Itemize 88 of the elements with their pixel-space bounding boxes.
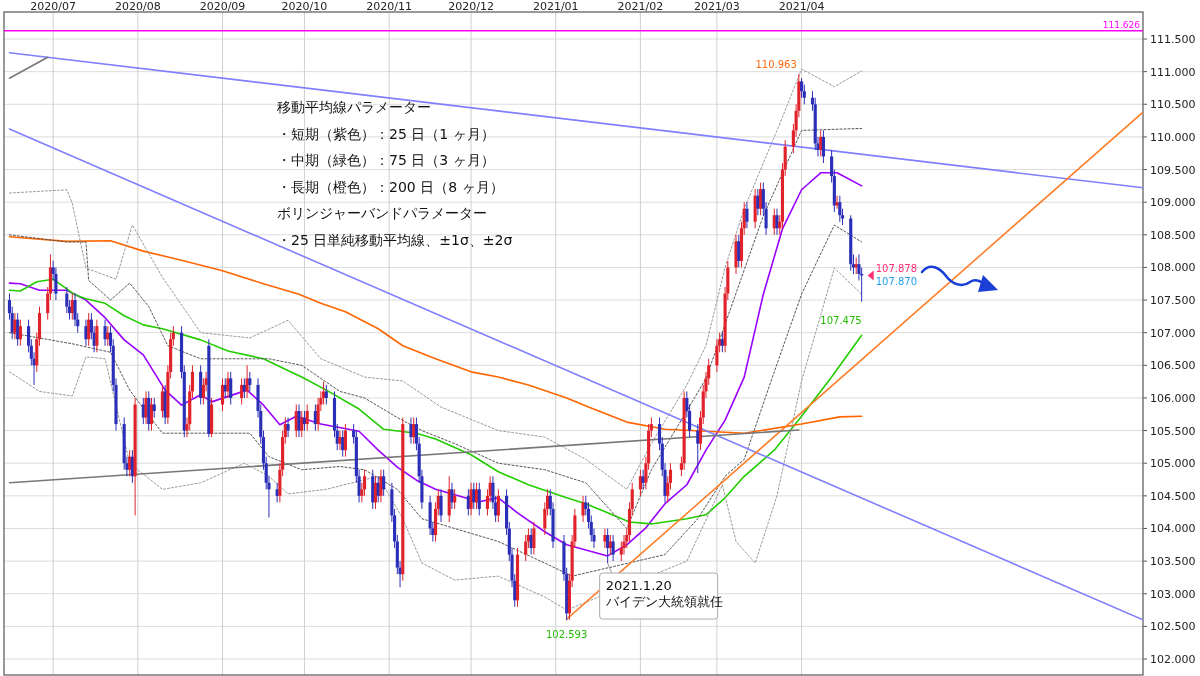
candlestick bbox=[13, 312, 17, 340]
x-tick-label: 2021/03 bbox=[694, 0, 740, 13]
x-tick-label: 2020/07 bbox=[30, 0, 77, 13]
line-series bbox=[8, 172, 863, 557]
candlestick bbox=[152, 397, 156, 419]
candlestick bbox=[313, 403, 317, 432]
annotation: 102.593 bbox=[545, 629, 588, 641]
candlestick bbox=[229, 371, 233, 405]
annotation: 2021.1.20 バイデン大統領就任 bbox=[604, 578, 723, 610]
y-tick-label: 111.000 bbox=[1150, 65, 1196, 79]
x-tick-label: 2021/04 bbox=[778, 0, 825, 13]
y-tick-label: 104.500 bbox=[1150, 489, 1196, 503]
annotation: 107.878 bbox=[875, 263, 918, 275]
candlestick bbox=[581, 495, 585, 523]
candlestick bbox=[745, 201, 749, 229]
candlestick bbox=[16, 312, 20, 347]
x-tick-label: 2021/01 bbox=[532, 0, 579, 13]
candlestick bbox=[84, 319, 88, 347]
annotation: 107.870 bbox=[875, 275, 918, 287]
ref-line-label: 111.626 bbox=[1102, 19, 1141, 30]
y-tick-label: 108.000 bbox=[1150, 261, 1196, 275]
candlestick bbox=[838, 195, 842, 223]
x-tick-label: 2021/02 bbox=[617, 0, 664, 13]
y-tick-label: 106.000 bbox=[1150, 391, 1196, 405]
candlestick bbox=[106, 325, 110, 347]
candlestick bbox=[453, 488, 457, 510]
candlestick bbox=[248, 371, 252, 392]
candlestick bbox=[343, 423, 347, 458]
candlestick bbox=[737, 234, 741, 268]
candlestick bbox=[286, 417, 290, 438]
y-tick-label: 106.500 bbox=[1150, 359, 1196, 373]
y-tick-label: 111.500 bbox=[1150, 33, 1196, 47]
line-series bbox=[8, 68, 863, 490]
y-tick-label: 108.500 bbox=[1150, 228, 1196, 242]
x-tick-label: 2020/10 bbox=[281, 0, 328, 13]
line-series bbox=[8, 127, 863, 529]
candlestick bbox=[696, 423, 700, 474]
candlestick bbox=[338, 430, 342, 451]
y-tick-label: 103.500 bbox=[1150, 555, 1196, 569]
x-tick-label: 2020/11 bbox=[366, 0, 412, 13]
annotation: 107.475 bbox=[820, 314, 862, 326]
candlestick bbox=[87, 312, 91, 347]
y-tick-label: 105.000 bbox=[1150, 457, 1196, 471]
candlestick bbox=[638, 469, 642, 497]
candlestick bbox=[305, 403, 309, 432]
y-tick-label: 102.500 bbox=[1150, 620, 1196, 634]
line-series bbox=[8, 235, 863, 434]
candlestick bbox=[297, 403, 301, 438]
y-tick-label: 107.500 bbox=[1150, 294, 1196, 308]
candlestick bbox=[466, 488, 470, 516]
candlestick bbox=[532, 521, 536, 556]
candlestick bbox=[603, 527, 607, 549]
x-tick-label: 2020/08 bbox=[114, 0, 161, 13]
candlestick bbox=[477, 482, 481, 516]
y-tick-label: 104.000 bbox=[1150, 522, 1196, 536]
y-tick-label: 103.000 bbox=[1150, 587, 1196, 601]
candlestick bbox=[95, 319, 99, 353]
candlestick bbox=[382, 469, 386, 497]
y-tick-label: 105.500 bbox=[1150, 424, 1196, 438]
candlestick bbox=[160, 384, 164, 419]
annotation: ボリンジャーバンドパラメーター bbox=[277, 205, 487, 222]
annotation: ・中期（緑色）：75 日（3 ヶ月） bbox=[277, 152, 495, 169]
candlestick bbox=[496, 488, 500, 523]
x-tick-label: 2020/09 bbox=[199, 0, 246, 13]
candlestick bbox=[379, 469, 383, 503]
candlestick bbox=[775, 208, 779, 236]
y-tick-label: 109.000 bbox=[1150, 196, 1196, 210]
candlestick bbox=[611, 534, 615, 562]
annotation: 移動平均線パラメーター bbox=[277, 99, 431, 115]
candlestick bbox=[756, 188, 760, 216]
candlestick bbox=[439, 488, 443, 523]
x-tick-label: 2020/12 bbox=[448, 0, 494, 13]
candlestick bbox=[821, 129, 825, 164]
annotation: ・短期（紫色）：25 日（1 ヶ月） bbox=[277, 125, 495, 142]
candlestick bbox=[240, 377, 244, 405]
annotation: ・25 日単純移動平均線、±1σ、±2σ bbox=[277, 232, 513, 248]
y-tick-label: 109.500 bbox=[1150, 163, 1196, 177]
line-series bbox=[8, 224, 863, 577]
y-tick-label: 102.000 bbox=[1150, 653, 1196, 667]
line-series bbox=[8, 267, 863, 611]
candlestick bbox=[324, 384, 328, 405]
y-tick-label: 110.000 bbox=[1150, 130, 1196, 144]
y-tick-label: 110.500 bbox=[1150, 98, 1196, 112]
candlestick bbox=[103, 319, 107, 347]
annotation: 110.963 bbox=[755, 59, 797, 71]
candlestick bbox=[409, 417, 413, 445]
y-tick-label: 107.000 bbox=[1150, 326, 1196, 340]
annotation: ・長期（橙色）：200 日（8 ヶ月） bbox=[277, 178, 504, 195]
